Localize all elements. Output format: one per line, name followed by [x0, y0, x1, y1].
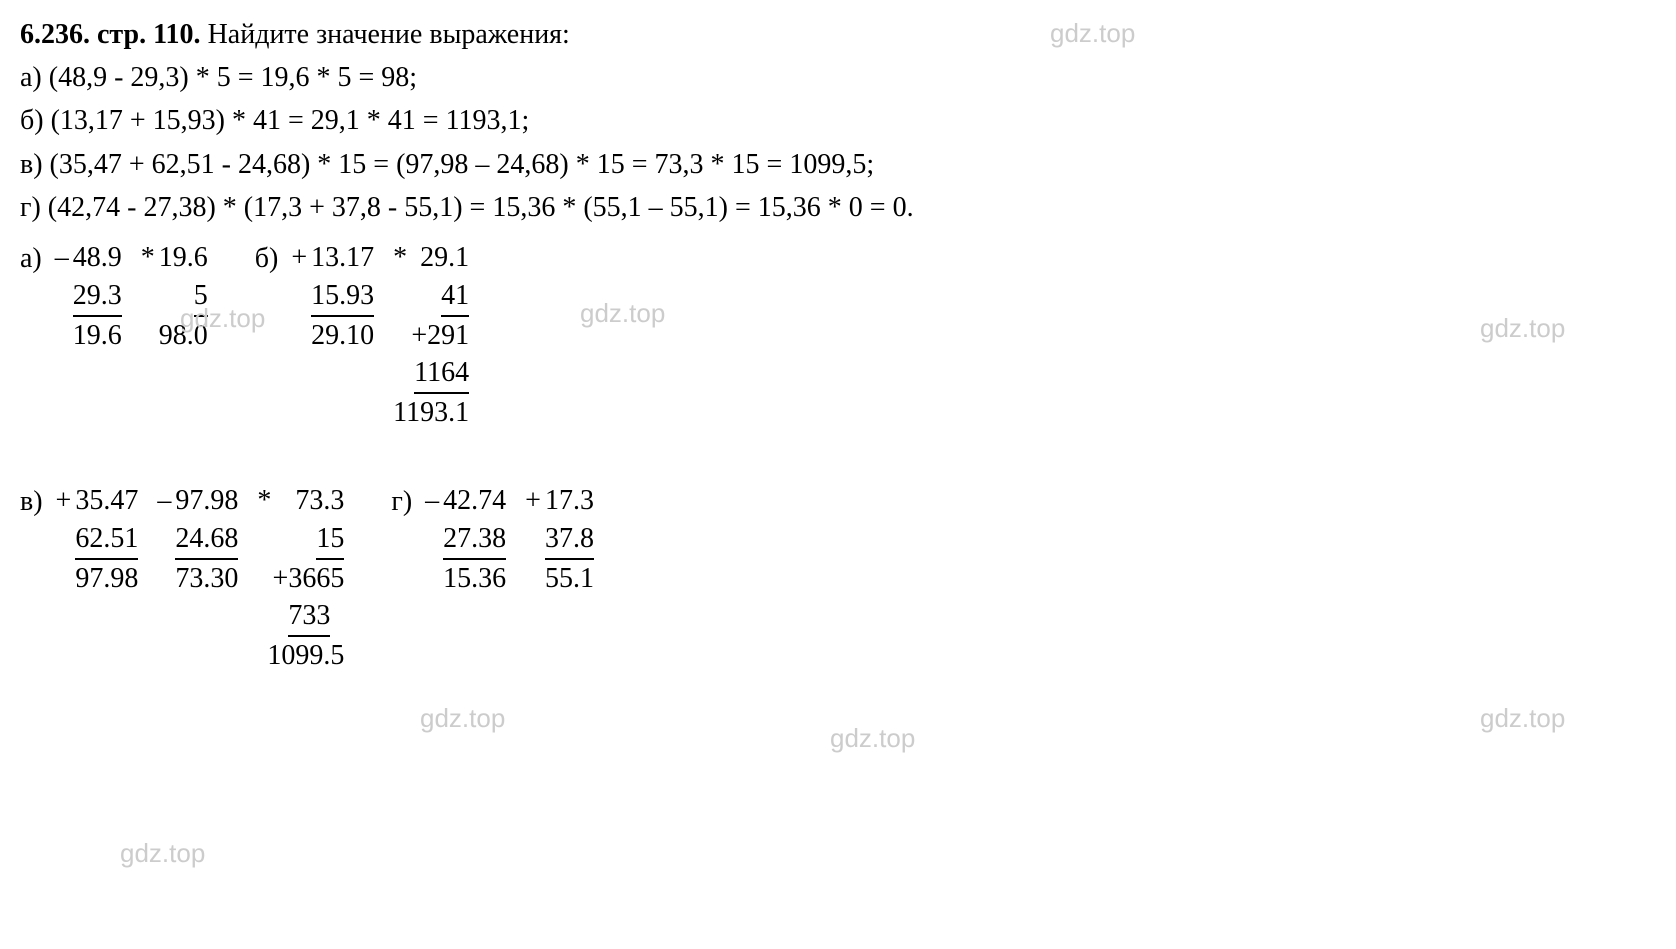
val: 733	[288, 597, 330, 637]
val: 42.74	[443, 485, 506, 516]
op: *	[257, 482, 271, 520]
val: 27.38	[443, 520, 506, 560]
op: –	[425, 482, 439, 520]
solution-b: б) (13,17 + 15,93) * 41 = 29,1 * 41 = 11…	[20, 101, 1656, 140]
calc-g: г) –42.74 27.38 15.36 +17.3 37.8 55.1	[391, 482, 606, 675]
val: 17.3	[545, 485, 594, 516]
op: +	[291, 239, 307, 277]
watermark: gdz.top	[420, 700, 505, 736]
calc-v: в) +35.47 62.51 97.98 –97.98 24.68 73.30…	[20, 482, 356, 675]
val: 73.3	[275, 485, 344, 516]
val: 13.17	[311, 242, 374, 273]
val: 97.98	[175, 485, 238, 516]
val: 1164	[414, 354, 469, 394]
val: +3665	[273, 563, 345, 594]
op: *	[141, 239, 155, 277]
val: 97.98	[75, 563, 138, 594]
calc-b: б) +13.17 15.93 29.10 * 29.1 41 +291 1164…	[255, 239, 481, 432]
solution-g: г) (42,74 - 27,38) * (17,3 + 37,8 - 55,1…	[20, 188, 1656, 227]
val: 1099.5	[267, 640, 344, 671]
op: *	[393, 239, 407, 277]
calc-g2: +17.3 37.8 55.1	[525, 482, 594, 597]
op: –	[55, 239, 69, 277]
watermark: gdz.top	[1480, 700, 1565, 736]
watermark: gdz.top	[830, 720, 915, 756]
calc-v1: +35.47 62.51 97.98	[56, 482, 139, 597]
op: +	[525, 482, 541, 520]
calc-g1: –42.74 27.38 15.36	[425, 482, 506, 597]
watermark: gdz.top	[120, 835, 205, 871]
val: 19.6	[159, 242, 208, 273]
val: 35.47	[75, 485, 138, 516]
calc-v3: *73.3 15 +3665 733 1099.5	[257, 482, 344, 675]
val: 24.68	[175, 520, 238, 560]
label-b: б)	[255, 239, 279, 278]
val: 29.10	[311, 320, 374, 351]
val: +291	[411, 320, 469, 351]
calc-b1: +13.17 15.93 29.10	[291, 239, 374, 354]
val: 1193.1	[393, 397, 469, 428]
val: 41	[441, 277, 469, 317]
label-a: а)	[20, 239, 42, 278]
val: 15	[316, 520, 344, 560]
problem-header: 6.236. стр. 110. Найдите значение выраже…	[20, 15, 1656, 54]
val: 55.1	[545, 563, 594, 594]
val: 29.1	[420, 242, 469, 273]
calc-a: а) –48.9 29.3 19.6 *19.6 5 98.0	[20, 239, 220, 432]
val: 37.8	[545, 520, 594, 560]
val: 62.51	[75, 520, 138, 560]
label-g: г)	[391, 482, 412, 521]
label-v: в)	[20, 482, 43, 521]
problem-text: Найдите значение выражения:	[201, 19, 570, 50]
problem-number: 6.236. стр. 110.	[20, 19, 201, 50]
val: 15.93	[311, 277, 374, 317]
calc-v2: –97.98 24.68 73.30	[157, 482, 238, 597]
calc-row-2: в) +35.47 62.51 97.98 –97.98 24.68 73.30…	[20, 482, 1656, 675]
calc-a2: *19.6 5 98.0	[141, 239, 208, 354]
val: 15.36	[443, 563, 506, 594]
solution-a: а) (48,9 - 29,3) * 5 = 19,6 * 5 = 98;	[20, 58, 1656, 97]
solution-v: в) (35,47 + 62,51 - 24,68) * 15 = (97,98…	[20, 145, 1656, 184]
val: 98.0	[159, 320, 208, 351]
op: +	[56, 482, 72, 520]
calc-a1: –48.9 29.3 19.6	[55, 239, 122, 354]
op: –	[157, 482, 171, 520]
calc-row-1: а) –48.9 29.3 19.6 *19.6 5 98.0 б) +13.1…	[20, 239, 1656, 432]
val: 19.6	[73, 320, 122, 351]
val: 48.9	[73, 242, 122, 273]
calc-b2: * 29.1 41 +291 1164 1193.1	[393, 239, 469, 432]
val: 5	[194, 277, 208, 317]
val: 29.3	[73, 277, 122, 317]
val: 73.30	[175, 563, 238, 594]
